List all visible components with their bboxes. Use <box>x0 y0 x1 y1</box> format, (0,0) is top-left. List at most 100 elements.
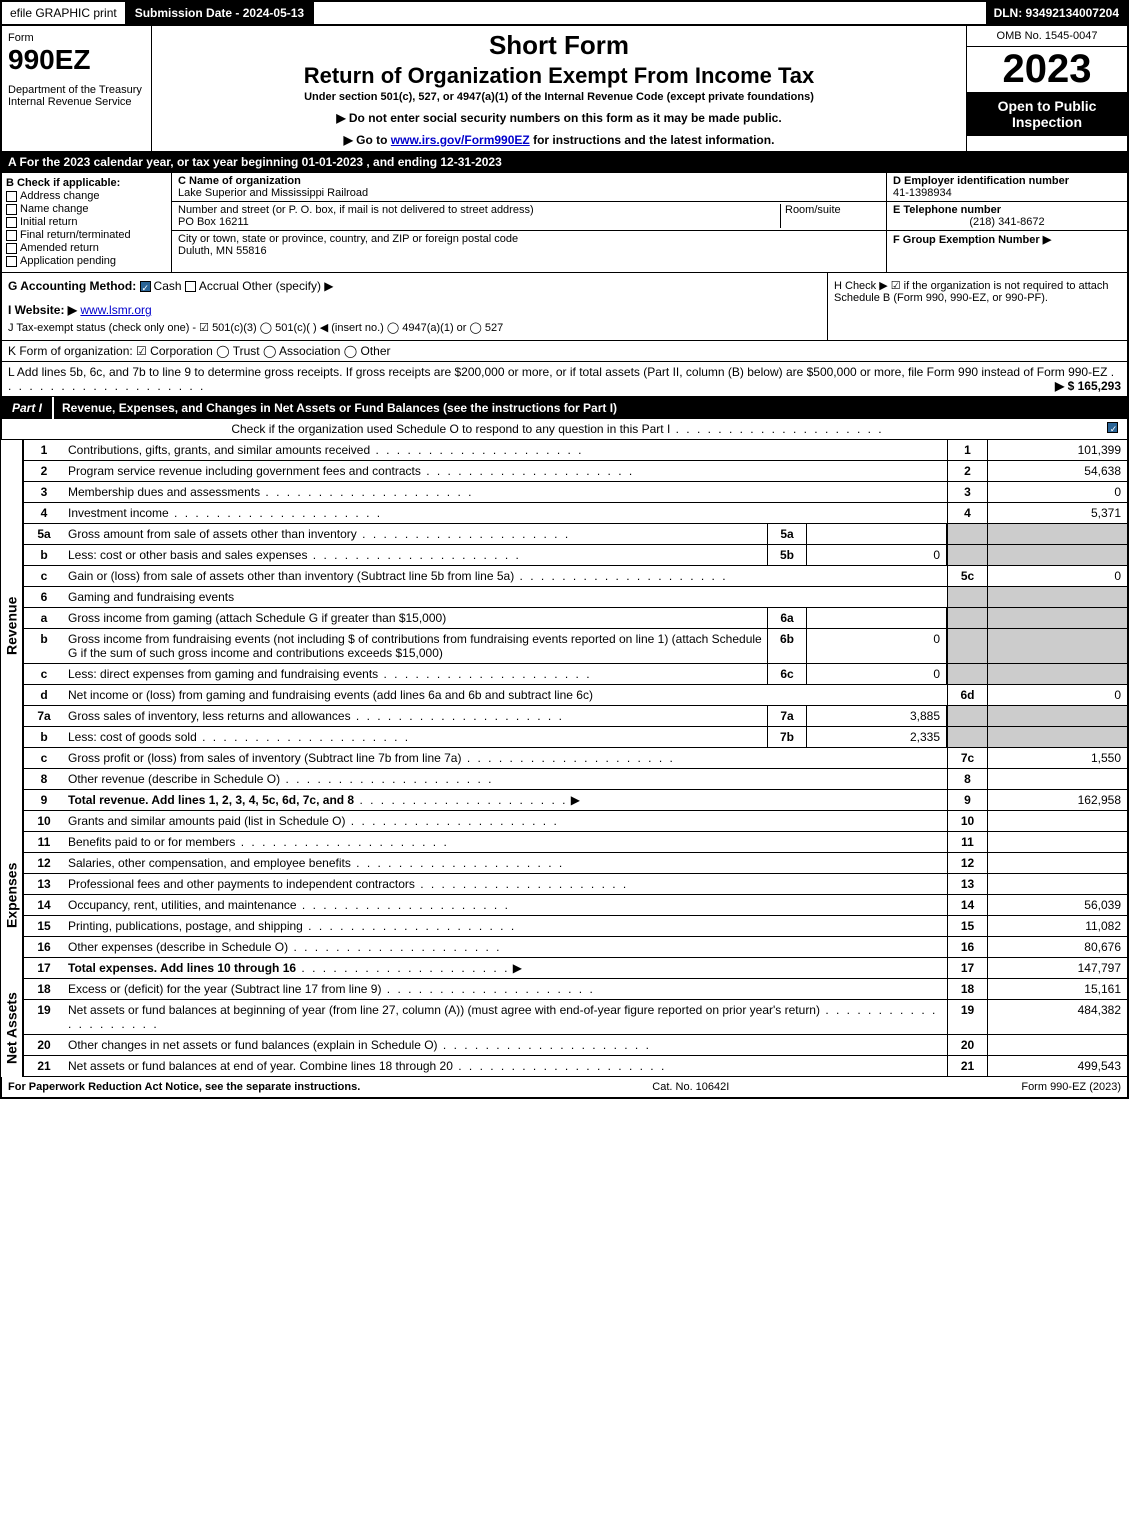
footer: For Paperwork Reduction Act Notice, see … <box>0 1077 1129 1099</box>
header-left: Form 990EZ Department of the Treasury In… <box>2 26 152 151</box>
line-8: 8Other revenue (describe in Schedule O)8 <box>24 769 1127 790</box>
dln: DLN: 93492134007204 <box>986 2 1127 24</box>
part1-title: Revenue, Expenses, and Changes in Net As… <box>54 397 1127 419</box>
line-6d: dNet income or (loss) from gaming and fu… <box>24 685 1127 706</box>
col-b-checkboxes: B Check if applicable: Address change Na… <box>2 173 172 272</box>
expenses-section: Expenses 10Grants and similar amounts pa… <box>0 811 1129 979</box>
cb-final-return[interactable]: Final return/terminated <box>6 229 167 241</box>
tax-year: 2023 <box>967 47 1127 92</box>
form-title: Return of Organization Exempt From Incom… <box>162 63 956 89</box>
line-6b: bGross income from fundraising events (n… <box>24 629 1127 664</box>
b-label: B Check if applicable: <box>6 177 167 189</box>
cb-cash[interactable] <box>140 281 151 292</box>
section-bcd: B Check if applicable: Address change Na… <box>0 172 1129 273</box>
cb-schedule-o[interactable] <box>1107 422 1118 433</box>
line-4: 4Investment income45,371 <box>24 503 1127 524</box>
instr-goto: ▶ Go to www.irs.gov/Form990EZ for instru… <box>162 133 956 147</box>
org-name: Lake Superior and Mississippi Railroad <box>178 187 880 199</box>
phone: (218) 341-8672 <box>893 216 1121 228</box>
line-6a: aGross income from gaming (attach Schedu… <box>24 608 1127 629</box>
part1-header: Part I Revenue, Expenses, and Changes in… <box>0 397 1129 419</box>
cb-amended[interactable]: Amended return <box>6 242 167 254</box>
header-right: OMB No. 1545-0047 2023 Open to Public In… <box>967 26 1127 151</box>
i-label: I Website: ▶ <box>8 303 77 317</box>
footer-right: Form 990-EZ (2023) <box>1021 1081 1121 1093</box>
col-d-ids: D Employer identification number 41-1398… <box>887 173 1127 272</box>
line-15: 15Printing, publications, postage, and s… <box>24 916 1127 937</box>
city-label: City or town, state or province, country… <box>178 233 880 245</box>
row-a-period: A For the 2023 calendar year, or tax yea… <box>0 152 1129 172</box>
website-link[interactable]: www.lsmr.org <box>80 303 151 317</box>
line-3: 3Membership dues and assessments30 <box>24 482 1127 503</box>
revenue-label: Revenue <box>0 440 24 811</box>
submission-date: Submission Date - 2024-05-13 <box>127 2 314 24</box>
street: PO Box 16211 <box>178 216 780 228</box>
c-name-label: C Name of organization <box>178 175 880 187</box>
line-16: 16Other expenses (describe in Schedule O… <box>24 937 1127 958</box>
l-amount: ▶ $ 165,293 <box>1055 379 1121 393</box>
line-7b: bLess: cost of goods sold7b2,335 <box>24 727 1127 748</box>
cb-name-change[interactable]: Name change <box>6 203 167 215</box>
line-6: 6Gaming and fundraising events <box>24 587 1127 608</box>
line-10: 10Grants and similar amounts paid (list … <box>24 811 1127 832</box>
j-tax-exempt: J Tax-exempt status (check only one) - ☑… <box>8 321 821 334</box>
form-header: Form 990EZ Department of the Treasury In… <box>0 26 1129 152</box>
line-5a: 5aGross amount from sale of assets other… <box>24 524 1127 545</box>
section-gh: G Accounting Method: Cash Accrual Other … <box>0 273 1129 341</box>
form-subtitle: Under section 501(c), 527, or 4947(a)(1)… <box>162 91 956 103</box>
cb-address-change[interactable]: Address change <box>6 190 167 202</box>
line-5b: bLess: cost or other basis and sales exp… <box>24 545 1127 566</box>
revenue-section: Revenue 1Contributions, gifts, grants, a… <box>0 440 1129 811</box>
line-1: 1Contributions, gifts, grants, and simil… <box>24 440 1127 461</box>
line-7c: cGross profit or (loss) from sales of in… <box>24 748 1127 769</box>
irs-link[interactable]: www.irs.gov/Form990EZ <box>391 133 530 147</box>
line-19: 19Net assets or fund balances at beginni… <box>24 1000 1127 1035</box>
section-l: L Add lines 5b, 6c, and 7b to line 9 to … <box>0 362 1129 397</box>
form-label: Form <box>8 32 145 44</box>
line-20: 20Other changes in net assets or fund ba… <box>24 1035 1127 1056</box>
line-21: 21Net assets or fund balances at end of … <box>24 1056 1127 1077</box>
street-label: Number and street (or P. O. box, if mail… <box>178 204 780 216</box>
h-col: H Check ▶ ☑ if the organization is not r… <box>827 273 1127 340</box>
line-9: 9Total revenue. Add lines 1, 2, 3, 4, 5c… <box>24 790 1127 811</box>
col-c-org: C Name of organization Lake Superior and… <box>172 173 887 272</box>
top-bar: efile GRAPHIC print Submission Date - 20… <box>0 0 1129 26</box>
line-13: 13Professional fees and other payments t… <box>24 874 1127 895</box>
netassets-section: Net Assets 18Excess or (deficit) for the… <box>0 979 1129 1077</box>
omb-number: OMB No. 1545-0047 <box>967 26 1127 47</box>
line-14: 14Occupancy, rent, utilities, and mainte… <box>24 895 1127 916</box>
cb-initial-return[interactable]: Initial return <box>6 216 167 228</box>
ein-label: D Employer identification number <box>893 175 1121 187</box>
instr-ssn: ▶ Do not enter social security numbers o… <box>162 111 956 125</box>
room-suite-label: Room/suite <box>780 204 880 228</box>
line-2: 2Program service revenue including gover… <box>24 461 1127 482</box>
part1-tab: Part I <box>2 397 54 419</box>
netassets-label: Net Assets <box>0 979 24 1077</box>
part1-check: Check if the organization used Schedule … <box>0 419 1129 440</box>
form-number: 990EZ <box>8 44 145 76</box>
section-k: K Form of organization: ☑ Corporation ◯ … <box>0 341 1129 362</box>
city: Duluth, MN 55816 <box>178 245 880 257</box>
phone-label: E Telephone number <box>893 204 1121 216</box>
efile-label: efile GRAPHIC print <box>2 2 127 24</box>
cb-pending[interactable]: Application pending <box>6 255 167 267</box>
footer-cat: Cat. No. 10642I <box>360 1081 1021 1093</box>
short-form-title: Short Form <box>162 30 956 61</box>
cb-accrual[interactable] <box>185 281 196 292</box>
group-label: F Group Exemption Number ▶ <box>893 233 1121 246</box>
expenses-label: Expenses <box>0 811 24 979</box>
dept-label: Department of the Treasury Internal Reve… <box>8 84 145 108</box>
line-6c: cLess: direct expenses from gaming and f… <box>24 664 1127 685</box>
line-7a: 7aGross sales of inventory, less returns… <box>24 706 1127 727</box>
line-11: 11Benefits paid to or for members11 <box>24 832 1127 853</box>
line-12: 12Salaries, other compensation, and empl… <box>24 853 1127 874</box>
open-to-public: Open to Public Inspection <box>967 92 1127 136</box>
footer-left: For Paperwork Reduction Act Notice, see … <box>8 1081 360 1093</box>
header-center: Short Form Return of Organization Exempt… <box>152 26 967 151</box>
ein: 41-1398934 <box>893 187 1121 199</box>
line-5c: cGain or (loss) from sale of assets othe… <box>24 566 1127 587</box>
line-17: 17Total expenses. Add lines 10 through 1… <box>24 958 1127 979</box>
line-18: 18Excess or (deficit) for the year (Subt… <box>24 979 1127 1000</box>
g-label: G Accounting Method: <box>8 279 136 293</box>
g-col: G Accounting Method: Cash Accrual Other … <box>2 273 827 340</box>
